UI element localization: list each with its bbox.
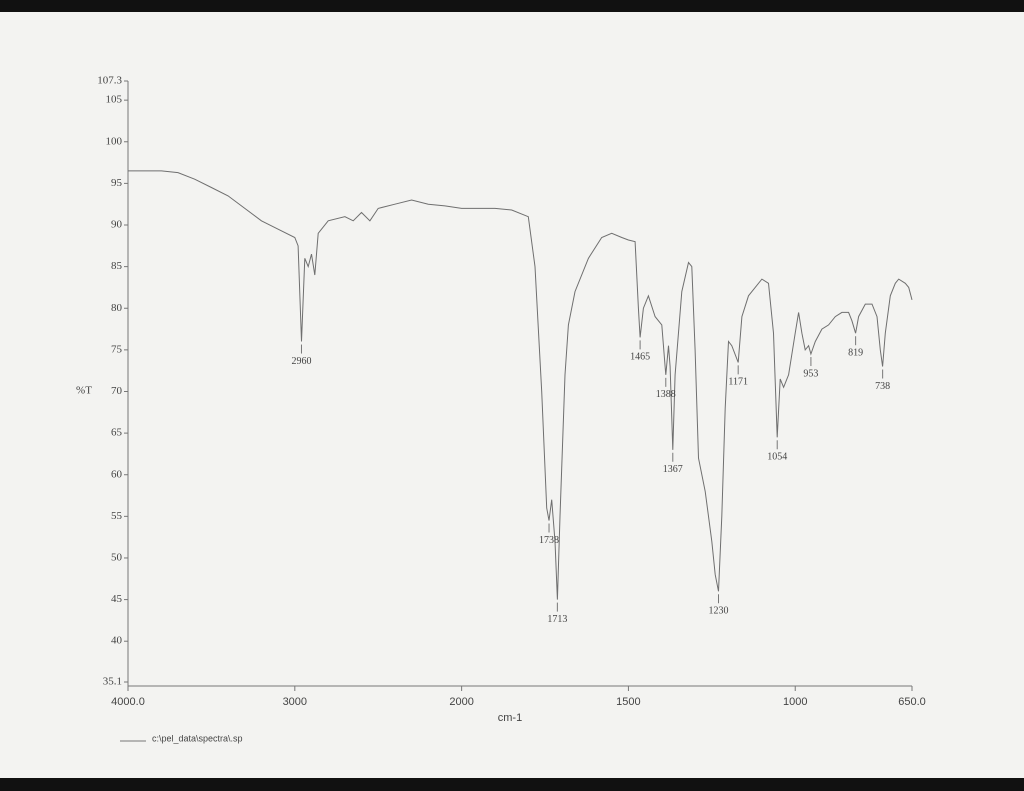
spectrum-line (128, 170, 913, 600)
peak-label: 1738 (539, 535, 559, 546)
y-tick-label: 85 (111, 260, 123, 272)
peak-label: 1367 (663, 464, 683, 475)
x-axis-label: cm-1 (498, 712, 522, 724)
peak-label: 2960 (291, 356, 311, 367)
y-tick-label: 65 (111, 427, 123, 439)
peak-label: 1465 (630, 352, 650, 363)
peak-label: 953 (803, 368, 818, 379)
peak-label: 1713 (547, 614, 567, 625)
y-tick-label: 40 (111, 635, 123, 647)
y-tick-label: 80 (111, 302, 123, 314)
y-tick-label: 100 (106, 135, 123, 147)
y-tick-label: 70 (111, 385, 123, 397)
x-tick-label: 3000 (283, 696, 307, 708)
y-tick-label: 35.1 (103, 676, 122, 688)
y-tick-label: 55 (111, 510, 123, 522)
y-tick-label: 60 (111, 468, 123, 480)
peak-label: 1054 (767, 452, 787, 463)
x-tick-label: 1500 (616, 696, 640, 708)
x-tick-label: 1000 (783, 696, 807, 708)
y-tick-label: 45 (111, 593, 123, 605)
y-tick-label: 75 (111, 343, 123, 355)
y-tick-label: 95 (111, 177, 123, 189)
x-tick-label: 650.0 (898, 696, 926, 708)
peak-label: 819 (848, 348, 863, 359)
y-tick-label: 107.3 (97, 75, 122, 87)
y-tick-label: 105 (106, 94, 123, 106)
peak-label: 1171 (728, 377, 748, 388)
y-axis-label: %T (76, 385, 92, 397)
y-tick-label: 50 (111, 552, 123, 564)
peak-label: 1388 (656, 389, 676, 400)
x-tick-label: 2000 (449, 696, 473, 708)
paper (0, 12, 1024, 778)
y-tick-label: 90 (111, 219, 123, 231)
legend-label: c:\pel_data\spectra\.sp (152, 733, 243, 743)
peak-label: 738 (875, 381, 890, 392)
x-tick-label: 4000.0 (111, 696, 145, 708)
peak-label: 1230 (709, 606, 729, 617)
